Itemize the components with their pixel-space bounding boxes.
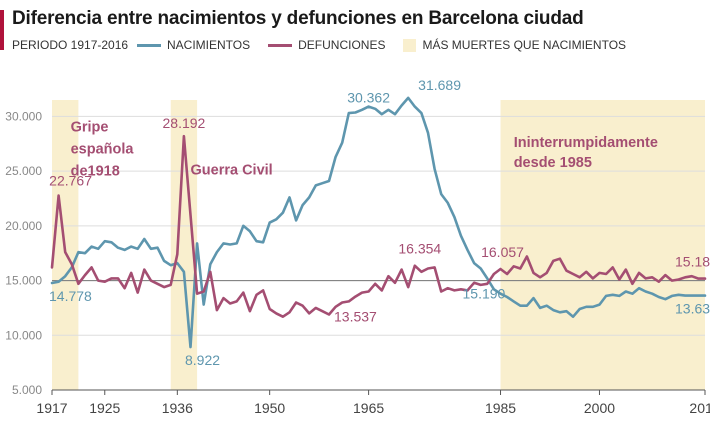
annotation: Ininterrumpidamente <box>514 135 658 151</box>
data-label-births: 8.922 <box>185 352 220 368</box>
data-label-births: 13.630 <box>675 301 710 317</box>
data-label-deaths: 22.767 <box>49 173 92 189</box>
x-tick-label: 1985 <box>485 400 516 416</box>
series-line-births <box>50 96 707 349</box>
y-tick-label: 10.000 <box>5 328 42 342</box>
legend-item-births: NACIMIENTOS <box>137 38 250 52</box>
x-tick-label: 1950 <box>254 400 285 416</box>
legend-swatch-shade <box>403 38 417 52</box>
annotation: de1918 <box>71 164 120 180</box>
x-tick-label: 2000 <box>584 400 615 416</box>
annotation: Guerra Civil <box>191 162 273 178</box>
legend-swatch-deaths <box>268 43 293 47</box>
data-label-births: 15.190 <box>463 285 506 301</box>
legend-label-shade: MÁS MUERTES QUE NACIMIENTOS <box>422 38 627 52</box>
annotation: española <box>71 142 135 158</box>
data-label-births: 31.689 <box>418 77 461 93</box>
x-tick-label: 2016 <box>689 400 710 416</box>
legend-label-deaths: DEFUNCIONES <box>298 38 386 52</box>
data-label-deaths: 13.537 <box>334 309 377 325</box>
data-label-deaths: 16.354 <box>398 241 441 257</box>
x-tick-label: 1965 <box>353 400 384 416</box>
data-label-deaths: 15.180 <box>675 254 710 270</box>
data-label-births: 30.362 <box>347 89 390 105</box>
x-tick-label: 1925 <box>89 400 120 416</box>
title-accent-bar <box>0 10 4 50</box>
data-label-births: 14.778 <box>49 288 92 304</box>
legend-swatch-births <box>137 43 161 47</box>
data-label-deaths: 28.192 <box>163 115 206 131</box>
legend-item-deaths: DEFUNCIONES <box>268 38 385 52</box>
series-line-deaths <box>50 134 707 318</box>
chart-title: Diferencia entre nacimientos y defuncion… <box>12 8 584 29</box>
legend-label-births: NACIMIENTOS <box>167 38 251 52</box>
shaded-range-2 <box>500 100 705 390</box>
chart-subtitle: PERIODO 1917-2016 <box>12 38 129 52</box>
x-tick-label: 1936 <box>162 400 193 416</box>
y-tick-label: 25.000 <box>5 164 42 178</box>
data-label-deaths: 16.057 <box>481 244 524 260</box>
legend: NACIMIENTOS DEFUNCIONES MÁS MUERTES QUE … <box>137 38 644 52</box>
y-tick-label: 15.000 <box>5 274 42 288</box>
y-tick-label: 30.000 <box>5 109 42 123</box>
annotation: Gripe <box>71 120 109 136</box>
y-tick-label: 20.000 <box>5 219 42 233</box>
x-tick-label: 1917 <box>36 400 67 416</box>
annotation: desde 1985 <box>514 155 592 171</box>
y-tick-label: 5.000 <box>12 383 42 397</box>
legend-item-shade: MÁS MUERTES QUE NACIMIENTOS <box>403 38 626 52</box>
